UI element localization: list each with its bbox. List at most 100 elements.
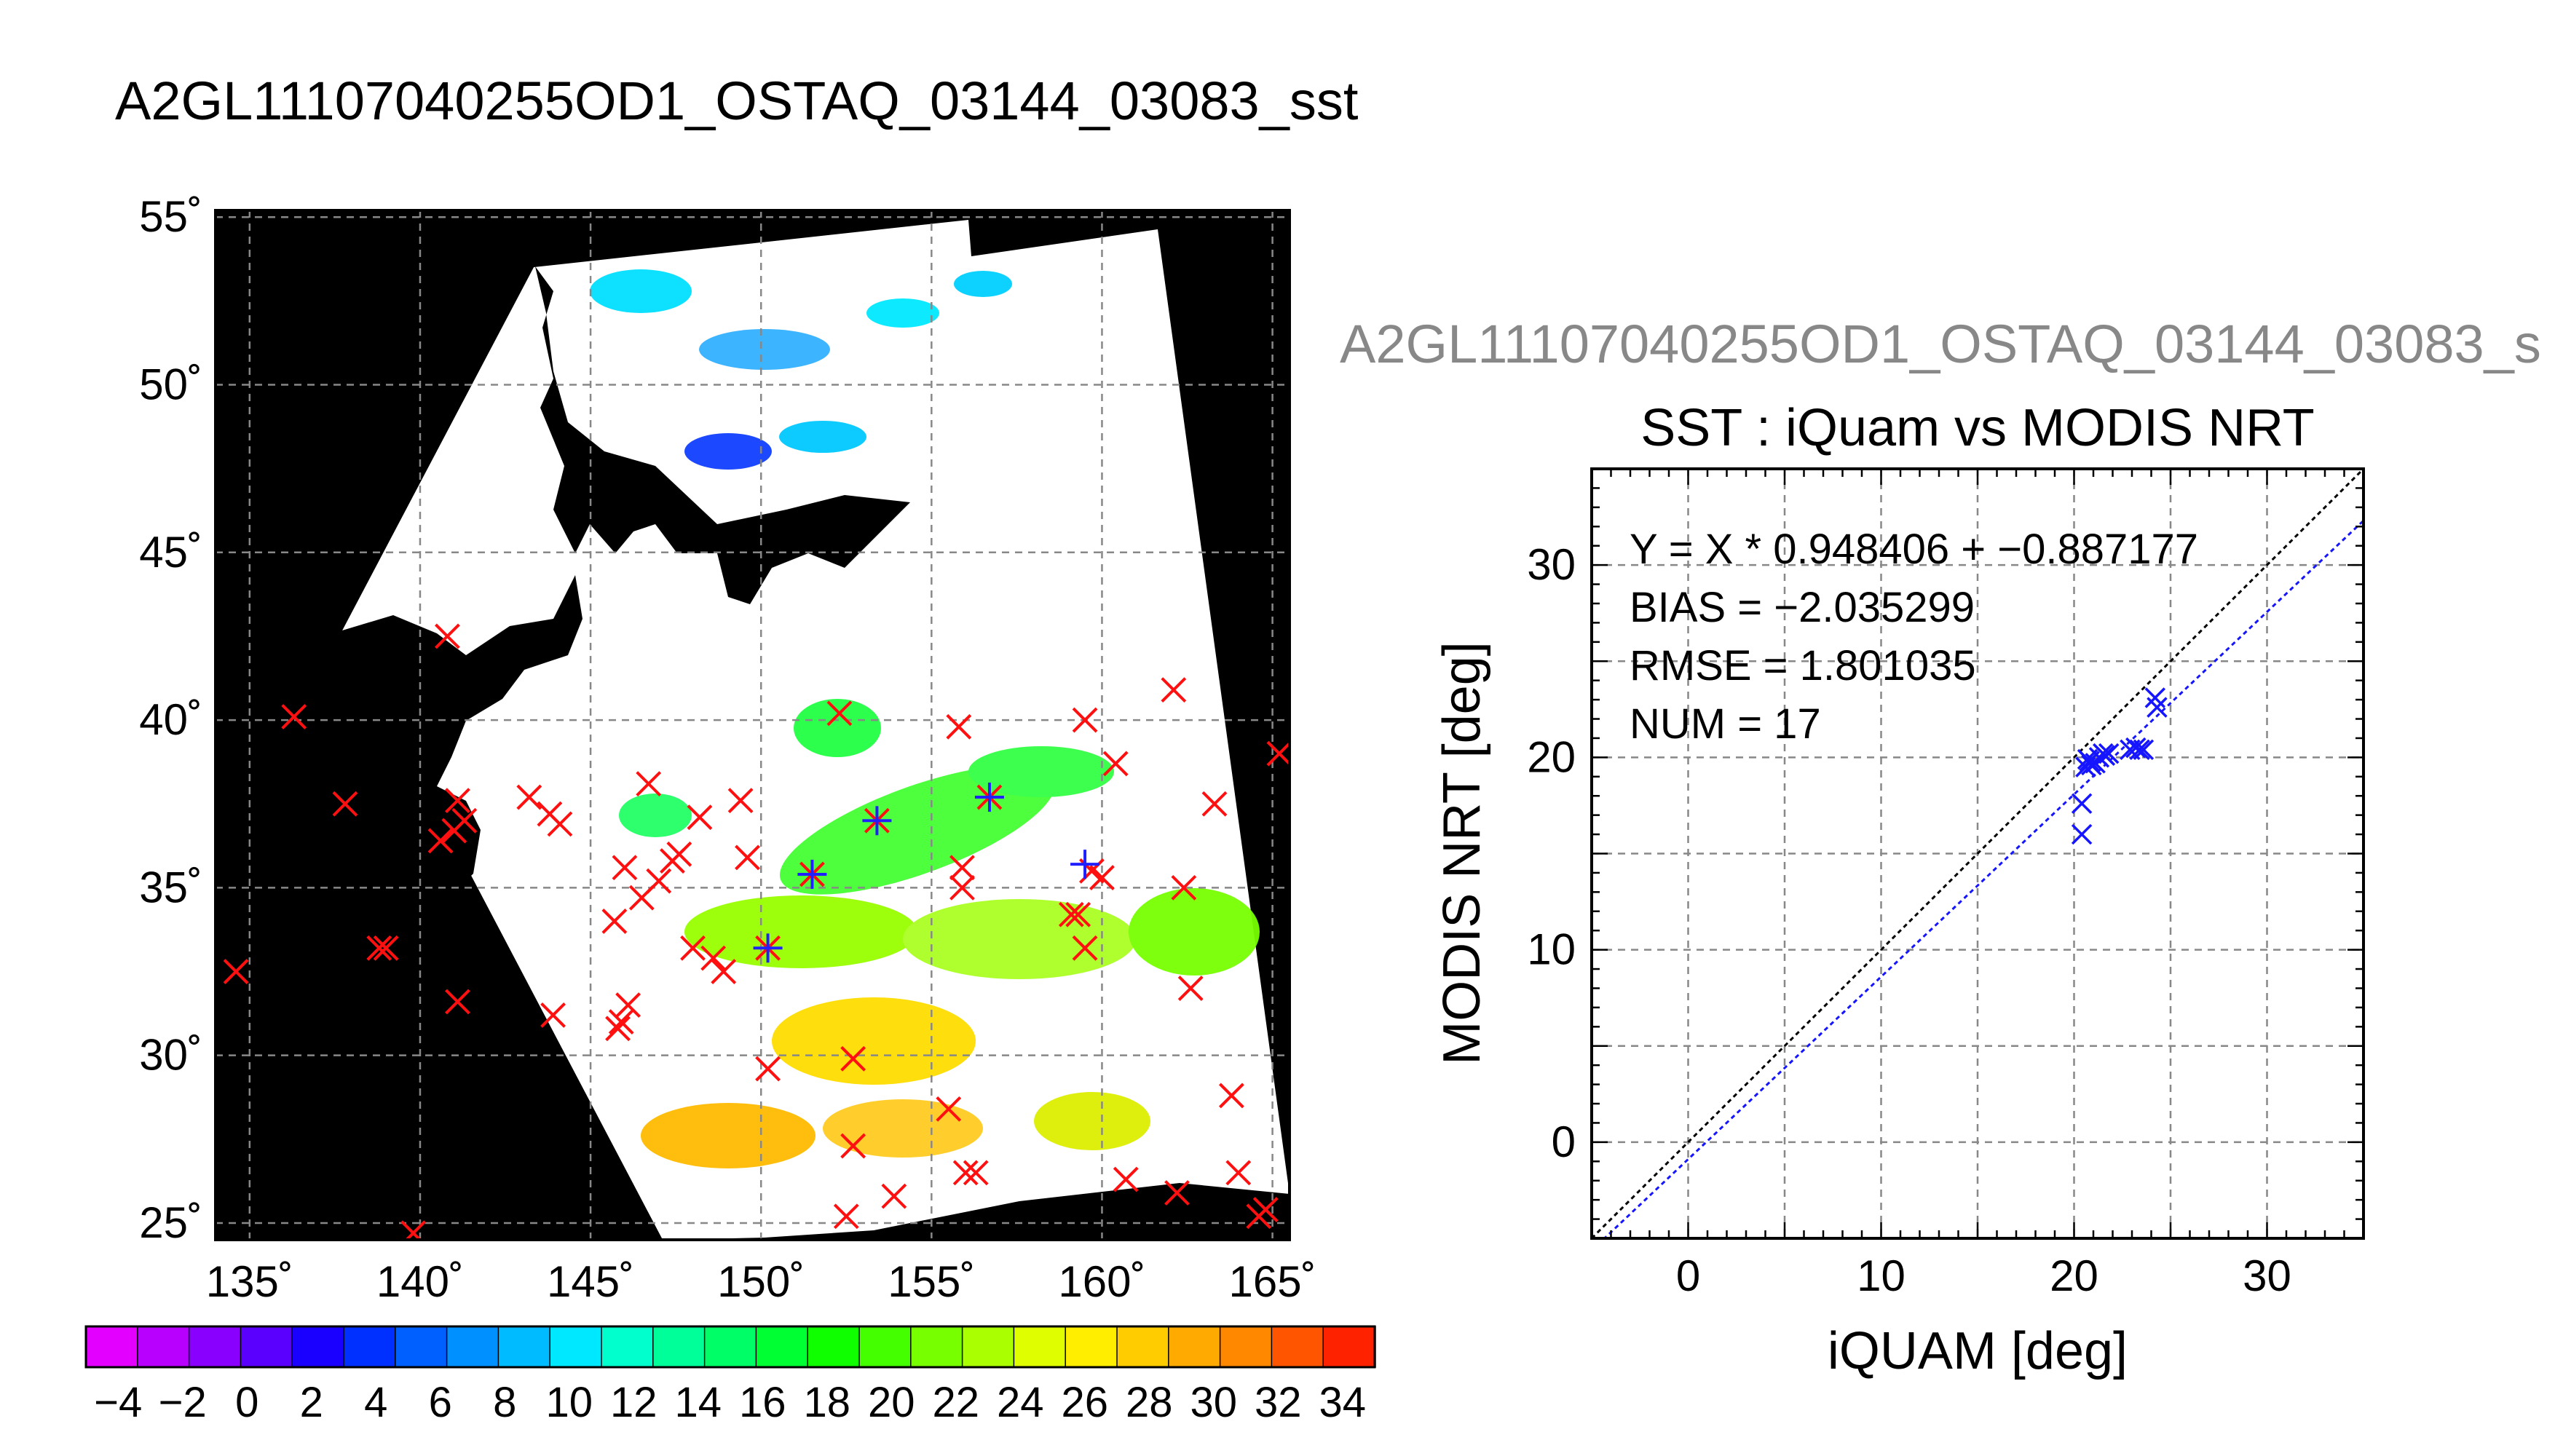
map-frame: [214, 209, 1291, 1241]
iquam-x-marker: [700, 945, 727, 971]
iquam-x-marker: [881, 1183, 907, 1209]
scatter-point: [2133, 739, 2155, 761]
main-title: A2GL11107040255OD1_OSTAQ_03144_03083_sst: [115, 71, 1359, 131]
colorbar-frame: [84, 1325, 1376, 1369]
scatter-point: [2125, 737, 2147, 759]
regression-line: [1603, 520, 2364, 1238]
map-lat-tick-label: 50˚: [139, 360, 202, 409]
colorbar-swatch: [446, 1326, 500, 1368]
iquam-x-marker: [1072, 707, 1098, 733]
iquam-x-marker: [516, 784, 542, 810]
iquam-x-marker: [711, 959, 737, 984]
iquam-x-marker: [952, 1160, 979, 1186]
colorbar-swatch: [395, 1326, 449, 1368]
scatter-point: [2094, 745, 2116, 766]
iquam-x-marker: [963, 1160, 989, 1186]
colorbar-tick-label: −4: [94, 1379, 142, 1426]
scatter-lines: [1592, 469, 2364, 1238]
colorbar-tick-label: 14: [674, 1379, 722, 1426]
colorbar-swatch: [1219, 1326, 1273, 1368]
colorbar-swatch: [291, 1326, 345, 1368]
iquam-x-marker: [833, 1203, 859, 1230]
colorbar-swatch: [1168, 1326, 1222, 1368]
colorbar-tick-label: 8: [493, 1379, 516, 1426]
colorbar-tick-label: 18: [803, 1379, 850, 1426]
matchup-plus-marker: [862, 806, 892, 836]
ocean-black-left: [216, 210, 663, 1240]
scatter-ticks: 0 10 20 30 0 10 20 30: [1527, 467, 2365, 1300]
iquam-x-marker: [1218, 1083, 1244, 1109]
map-lon-tick-label: 155˚: [888, 1257, 975, 1306]
iquam-x-marker: [1266, 740, 1290, 767]
iquam-x-marker: [434, 623, 460, 649]
matchup-plus-marker: [1070, 850, 1100, 879]
iquam-x-marker: [1102, 751, 1129, 777]
scatter-stat-line: NUM = 17: [1630, 700, 1821, 748]
map-panel: 135˚ 140˚ 145˚ 150˚ 155˚ 160˚ 165˚ 55˚ 50˚ 45˚ 40˚…: [139, 192, 1316, 1306]
sakhalin-land: [535, 266, 910, 604]
iquam-x-marker: [1113, 1166, 1139, 1192]
iquam-x-marker: [636, 771, 662, 797]
iquam-x-marker: [1161, 677, 1187, 703]
iquam-x-marker: [1201, 791, 1228, 817]
scatter-stat-line: RMSE = 1.801035: [1630, 642, 1976, 689]
matchup-plus-marker: [753, 933, 783, 963]
iquam-x-marker: [1171, 874, 1197, 901]
colorbar-swatch: [652, 1326, 706, 1368]
iquam-x-marker: [755, 1056, 781, 1082]
colorbar-swatch: [85, 1326, 139, 1368]
colorbar-tick-label: 0: [235, 1379, 258, 1426]
scatter-y-label: MODIS NRT [deg]: [1433, 641, 1491, 1065]
scatter-point: [2098, 743, 2120, 764]
iquam-x-marker: [601, 909, 628, 934]
scatter-y-tick-label: 0: [1552, 1117, 1576, 1166]
iquam-x-marker: [451, 807, 478, 834]
colorbar-swatch: [755, 1326, 809, 1368]
iquam-x-marker: [615, 992, 641, 1018]
scatter-title: SST : iQuam vs MODIS NRT: [1640, 399, 2315, 457]
iquam-x-marker: [373, 935, 399, 961]
colorbar-tick-label: 30: [1190, 1379, 1237, 1426]
map-lat-tick-label: 55˚: [139, 192, 202, 241]
iquam-x-marker: [605, 1016, 631, 1042]
scatter-x-label: iQUAM [deg]: [1828, 1322, 2128, 1380]
map-lon-tick-label: 145˚: [547, 1257, 634, 1306]
iquam-x-marker: [949, 874, 975, 901]
iquam-x-marker: [608, 1009, 634, 1035]
colorbar-swatch: [601, 1326, 655, 1368]
scatter-x-tick-label: 10: [1857, 1251, 1906, 1300]
colorbar-swatch: [137, 1326, 191, 1368]
scatter-point: [2147, 697, 2168, 718]
iquam-x-marker: [223, 959, 249, 984]
colorbar-swatch: [961, 1326, 1016, 1368]
iquam-x-marker: [281, 704, 307, 729]
hokkaido-land: [342, 575, 583, 895]
iquam-x-marker: [612, 855, 638, 881]
map-lat-tick-label: 35˚: [139, 863, 202, 911]
colorbar-swatch: [343, 1326, 397, 1368]
colorbar-swatch: [703, 1326, 758, 1368]
iquam-x-marker: [1177, 976, 1204, 1001]
iquam-x-marker: [1252, 1197, 1279, 1222]
scatter-stats: Y = X * 0.948406 + −0.887177 BIAS = −2.03…: [1630, 526, 2198, 748]
scatter-point: [2129, 739, 2150, 761]
map-lon-tick-label: 165˚: [1229, 1257, 1316, 1306]
scatter-stat-line: BIAS = −2.035299: [1630, 584, 1975, 631]
iquam-x-marker: [1164, 1180, 1190, 1206]
scatter-point: [2071, 793, 2093, 815]
colorbar-tick-label: 12: [610, 1379, 657, 1426]
colorbar-tick-label: 22: [932, 1379, 979, 1426]
iquam-x-marker: [949, 855, 975, 881]
matchup-plus-marker: [797, 859, 827, 889]
iquam-x-marker: [445, 788, 470, 814]
iquam-x-marker: [445, 989, 470, 1015]
colorbar-swatch: [1322, 1326, 1376, 1368]
colorbar-tick-label: 20: [868, 1379, 915, 1426]
scatter-file-title: A2GL11107040255OD1_OSTAQ_03144_03083_s: [1340, 314, 2541, 374]
iquam-x-marker: [427, 828, 454, 854]
iquam-x-marker: [1089, 865, 1115, 890]
iquam-x-marker: [666, 841, 692, 867]
colorbar-swatch: [858, 1326, 912, 1368]
iquam-x-marker: [687, 804, 713, 831]
colorbar-tick-label: 6: [429, 1379, 452, 1426]
